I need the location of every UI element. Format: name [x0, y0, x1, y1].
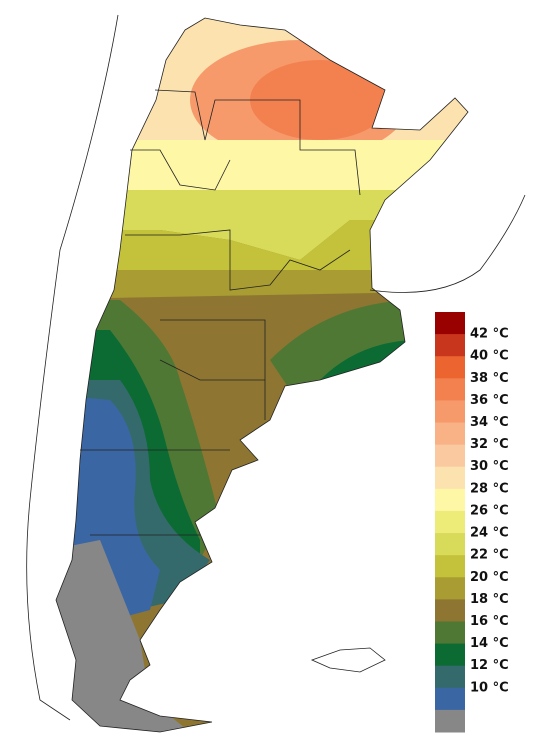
legend-label: 12 °C — [470, 658, 509, 673]
legend: 42 °C 40 °C 38 °C 36 °C 34 °C 32 °C 30 °C 28 °C… — [435, 312, 509, 733]
legend-swatch — [435, 533, 465, 556]
legend-label: 32 °C — [470, 437, 509, 452]
legend-swatch — [435, 599, 465, 622]
legend-swatch — [435, 665, 465, 689]
legend-label: 16 °C — [470, 614, 509, 629]
legend-swatch — [435, 312, 465, 335]
legend-label: 24 °C — [470, 526, 509, 541]
legend-label: 26 °C — [470, 503, 509, 518]
legend-label: 20 °C — [470, 570, 509, 585]
province-borders — [26, 14, 526, 733]
legend-swatch — [435, 555, 465, 578]
legend-swatch — [435, 378, 465, 401]
legend-swatch — [435, 444, 465, 468]
legend-swatch — [435, 488, 465, 512]
legend-label: 18 °C — [470, 592, 509, 607]
legend-swatch — [435, 709, 465, 733]
legend-swatch — [435, 466, 465, 490]
legend-swatch — [435, 510, 465, 534]
legend-swatch — [435, 400, 465, 424]
legend-swatch — [435, 643, 465, 667]
legend-label: 28 °C — [470, 481, 509, 496]
legend-swatch — [435, 687, 465, 711]
legend-label: 30 °C — [470, 459, 509, 474]
legend-label: 34 °C — [470, 415, 509, 430]
legend-swatch — [435, 577, 465, 600]
legend-label: 42 °C — [470, 327, 509, 342]
legend-label: 40 °C — [470, 349, 509, 364]
legend-swatch — [435, 422, 465, 446]
legend-swatch — [435, 621, 465, 645]
legend-label: 38 °C — [470, 371, 509, 386]
legend-label: 14 °C — [470, 636, 509, 651]
legend-swatch — [435, 356, 465, 379]
legend-label: 10 °C — [470, 680, 509, 695]
legend-swatch — [435, 334, 465, 357]
legend-label: 22 °C — [470, 548, 509, 563]
legend-label: 36 °C — [470, 393, 509, 408]
